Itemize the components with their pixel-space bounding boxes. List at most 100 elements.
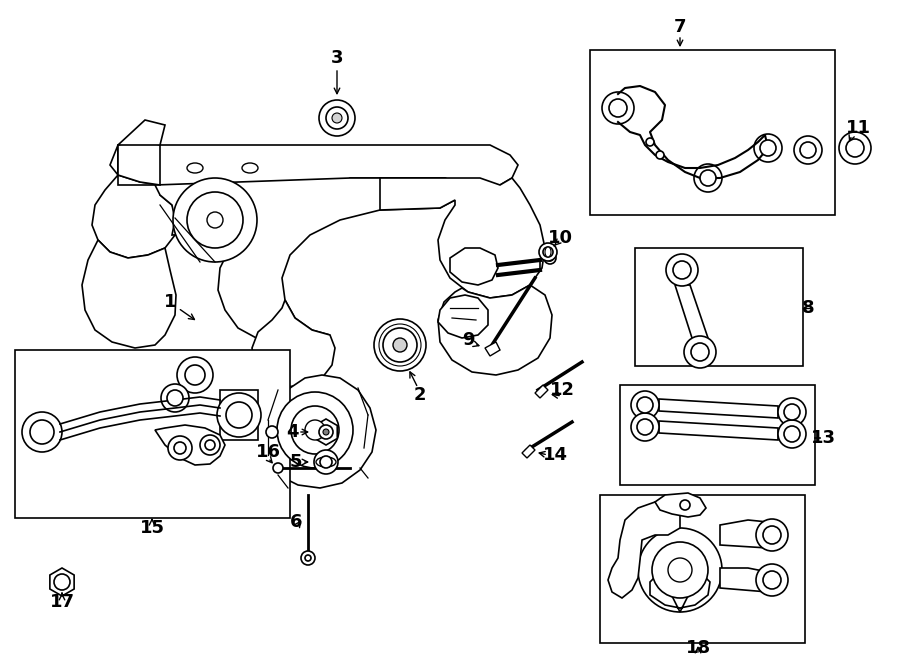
Circle shape <box>185 365 205 385</box>
Polygon shape <box>155 178 460 345</box>
Circle shape <box>305 555 311 561</box>
Circle shape <box>326 107 348 129</box>
Polygon shape <box>720 568 780 592</box>
Text: 10: 10 <box>547 229 572 247</box>
Polygon shape <box>315 419 338 445</box>
Text: 9: 9 <box>462 331 474 349</box>
Circle shape <box>631 391 659 419</box>
Text: 3: 3 <box>331 49 343 67</box>
Circle shape <box>207 212 223 228</box>
Polygon shape <box>155 425 225 465</box>
Circle shape <box>680 500 690 510</box>
Circle shape <box>652 542 708 598</box>
Text: 5: 5 <box>290 453 302 471</box>
Circle shape <box>656 151 664 159</box>
Text: 8: 8 <box>802 299 814 317</box>
Polygon shape <box>650 572 710 612</box>
Bar <box>620 385 815 485</box>
Polygon shape <box>720 520 780 548</box>
Text: 1: 1 <box>164 293 176 311</box>
Circle shape <box>784 426 800 442</box>
Bar <box>220 390 258 440</box>
Circle shape <box>637 397 653 413</box>
Polygon shape <box>438 295 488 338</box>
Circle shape <box>226 402 252 428</box>
Polygon shape <box>110 145 518 188</box>
Circle shape <box>173 178 257 262</box>
Circle shape <box>167 390 183 406</box>
Text: 17: 17 <box>50 593 75 611</box>
Circle shape <box>314 450 338 474</box>
Circle shape <box>756 519 788 551</box>
Circle shape <box>54 574 70 590</box>
Polygon shape <box>248 365 376 488</box>
Circle shape <box>320 456 332 468</box>
Circle shape <box>266 426 278 438</box>
Circle shape <box>637 419 653 435</box>
Polygon shape <box>522 445 535 458</box>
Circle shape <box>22 412 62 452</box>
Text: 18: 18 <box>686 639 711 657</box>
Polygon shape <box>655 493 706 517</box>
Bar <box>600 495 805 643</box>
Circle shape <box>668 558 692 582</box>
Circle shape <box>319 100 355 136</box>
Circle shape <box>291 406 339 454</box>
Text: 13: 13 <box>811 429 835 447</box>
Circle shape <box>694 164 722 192</box>
Polygon shape <box>675 285 708 338</box>
Circle shape <box>217 393 261 437</box>
Circle shape <box>323 429 329 435</box>
Text: 11: 11 <box>845 119 870 137</box>
Circle shape <box>383 328 417 362</box>
Text: 2: 2 <box>414 386 427 404</box>
Circle shape <box>187 192 243 248</box>
Polygon shape <box>252 300 335 387</box>
Polygon shape <box>608 502 680 598</box>
Circle shape <box>760 140 776 156</box>
Ellipse shape <box>187 163 203 173</box>
Circle shape <box>319 425 333 439</box>
Circle shape <box>332 113 342 123</box>
Circle shape <box>839 132 871 164</box>
Circle shape <box>168 436 192 460</box>
Circle shape <box>646 138 654 146</box>
Circle shape <box>200 435 220 455</box>
Circle shape <box>374 319 426 371</box>
Polygon shape <box>380 178 545 298</box>
Circle shape <box>631 413 659 441</box>
Circle shape <box>800 142 816 158</box>
Polygon shape <box>659 421 778 440</box>
Circle shape <box>778 398 806 426</box>
Text: 4: 4 <box>286 423 298 441</box>
Text: 7: 7 <box>674 18 686 36</box>
Circle shape <box>301 551 315 565</box>
Circle shape <box>205 440 215 450</box>
Polygon shape <box>438 285 552 375</box>
Circle shape <box>666 254 698 286</box>
Ellipse shape <box>545 247 551 257</box>
Circle shape <box>305 420 325 440</box>
Circle shape <box>700 170 716 186</box>
Polygon shape <box>535 385 548 398</box>
Circle shape <box>177 357 213 393</box>
Circle shape <box>161 384 189 412</box>
Circle shape <box>273 463 283 473</box>
Circle shape <box>794 136 822 164</box>
Text: 16: 16 <box>256 443 281 461</box>
Circle shape <box>544 252 556 264</box>
Circle shape <box>277 392 353 468</box>
Polygon shape <box>485 342 500 356</box>
Bar <box>590 50 835 215</box>
Circle shape <box>756 564 788 596</box>
Circle shape <box>673 261 691 279</box>
Circle shape <box>602 92 634 124</box>
Circle shape <box>174 442 186 454</box>
Text: 12: 12 <box>550 381 574 399</box>
Circle shape <box>778 420 806 448</box>
Circle shape <box>691 343 709 361</box>
Bar <box>635 248 803 366</box>
Polygon shape <box>82 240 176 348</box>
Polygon shape <box>118 140 160 185</box>
Circle shape <box>684 336 716 368</box>
